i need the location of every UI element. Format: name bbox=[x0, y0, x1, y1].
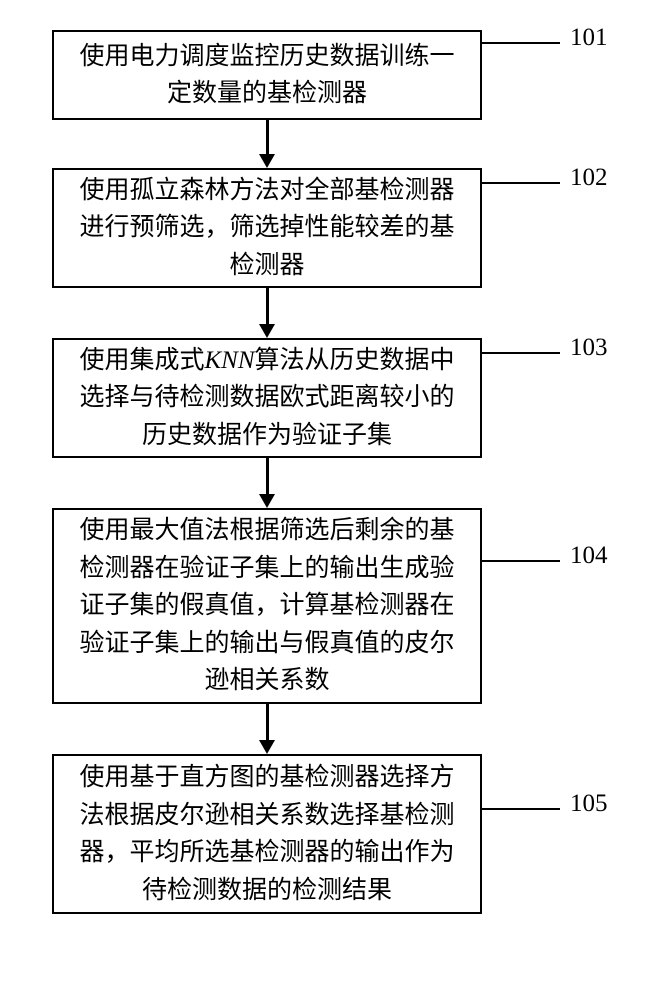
flow-node-text: 使用集成式KNN算法从历史数据中选择与待检测数据欧式距离较小的历史数据作为验证子… bbox=[68, 342, 466, 455]
flow-node-n2: 使用孤立森林方法对全部基检测器进行预筛选，筛选掉性能较差的基检测器 bbox=[52, 168, 482, 288]
arrow-head-icon bbox=[259, 154, 275, 168]
leader-line bbox=[482, 352, 560, 354]
arrow-head-icon bbox=[259, 324, 275, 338]
flow-node-n4: 使用最大值法根据筛选后剩余的基检测器在验证子集上的输出生成验证子集的假真值，计算… bbox=[52, 508, 482, 704]
arrow-line bbox=[266, 120, 269, 154]
leader-line bbox=[482, 808, 560, 810]
leader-line bbox=[482, 42, 560, 44]
flow-node-n5: 使用基于直方图的基检测器选择方法根据皮尔逊相关系数选择基检测器，平均所选基检测器… bbox=[52, 754, 482, 914]
leader-line bbox=[482, 182, 560, 184]
flow-node-n1: 使用电力调度监控历史数据训练一定数量的基检测器 bbox=[52, 30, 482, 120]
flow-node-n3: 使用集成式KNN算法从历史数据中选择与待检测数据欧式距离较小的历史数据作为验证子… bbox=[52, 338, 482, 458]
step-label: 102 bbox=[570, 164, 608, 192]
arrow-line bbox=[266, 288, 269, 324]
step-label: 103 bbox=[570, 334, 608, 362]
flow-node-text: 使用最大值法根据筛选后剩余的基检测器在验证子集上的输出生成验证子集的假真值，计算… bbox=[68, 512, 466, 700]
flow-node-text: 使用孤立森林方法对全部基检测器进行预筛选，筛选掉性能较差的基检测器 bbox=[68, 172, 466, 285]
flow-node-text: 使用基于直方图的基检测器选择方法根据皮尔逊相关系数选择基检测器，平均所选基检测器… bbox=[68, 759, 466, 909]
step-label: 101 bbox=[570, 24, 608, 52]
leader-line bbox=[482, 560, 560, 562]
arrow-line bbox=[266, 704, 269, 740]
arrow-head-icon bbox=[259, 494, 275, 508]
step-label: 104 bbox=[570, 542, 608, 570]
arrow-head-icon bbox=[259, 740, 275, 754]
step-label: 105 bbox=[570, 790, 608, 818]
arrow-line bbox=[266, 458, 269, 494]
flowchart-canvas: 使用电力调度监控历史数据训练一定数量的基检测器 101 使用孤立森林方法对全部基检测… bbox=[0, 0, 658, 1000]
flow-node-text: 使用电力调度监控历史数据训练一定数量的基检测器 bbox=[68, 38, 466, 113]
